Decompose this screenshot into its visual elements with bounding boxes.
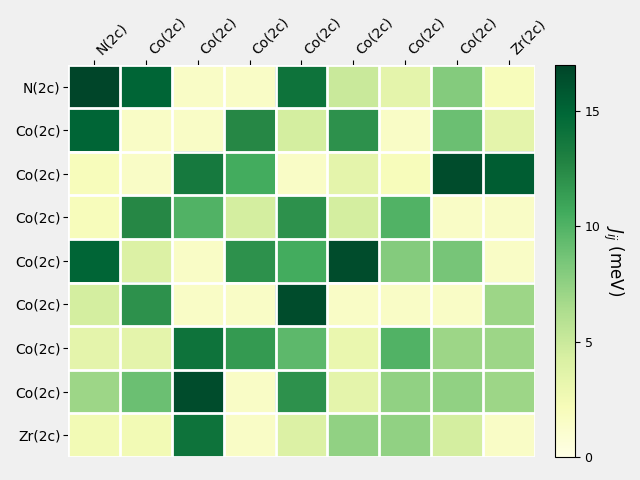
Y-axis label: $J_{ij}$ (meV): $J_{ij}$ (meV) [601, 225, 625, 297]
